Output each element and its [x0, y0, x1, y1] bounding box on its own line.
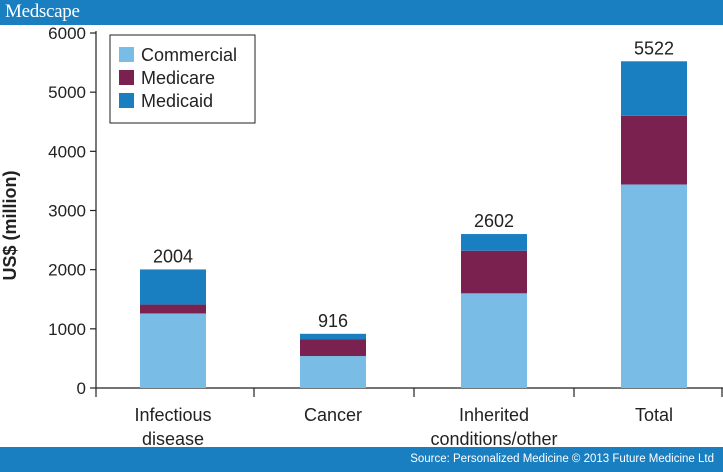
legend-swatch-commercial	[119, 47, 134, 62]
y-tick-label: 5000	[48, 83, 86, 102]
y-tick-label: 3000	[48, 202, 86, 221]
header-bar: Medscape	[0, 0, 723, 25]
bar-segment-medicare	[140, 304, 206, 314]
chart-panel: 0 1000 2000 3000 4000 5000 6000 US$ (million) 2…	[0, 24, 723, 449]
legend-label-medicare: Medicare	[141, 68, 215, 88]
legend-label-commercial: Commercial	[141, 45, 237, 65]
y-tick-label: 2000	[48, 261, 86, 280]
brand-logo: Medscape	[5, 1, 80, 22]
x-category-label: Infectious	[134, 405, 211, 425]
bar-segment-medicare	[621, 115, 687, 185]
legend-swatch-medicare	[119, 70, 134, 85]
bar-segment-commercial	[621, 184, 687, 388]
bar-segment-medicaid	[140, 269, 206, 305]
bar-segment-medicaid	[621, 61, 687, 116]
bar-segment-commercial	[461, 293, 527, 388]
y-tick-label: 4000	[48, 142, 86, 161]
legend-box	[109, 34, 256, 124]
bar-total-label: 2004	[153, 246, 193, 266]
bar-segment-medicare	[300, 339, 366, 357]
footer-bar: Source: Personalized Medicine © 2013 Fut…	[0, 447, 723, 472]
y-tick-label: 1000	[48, 320, 86, 339]
x-category-label: disease	[142, 429, 204, 447]
labels: 2004 916 2602 5522 Infectious disease Cancer In…	[134, 38, 674, 449]
bar-segment-medicare	[461, 250, 527, 294]
bar-total-label: 2602	[474, 211, 514, 231]
legend: Commercial Medicare Medicaid	[109, 34, 256, 124]
x-category-label: Inherited	[459, 405, 529, 425]
bar-segment-commercial	[300, 356, 366, 388]
axes: 0 1000 2000 3000 4000 5000 6000 US$ (million)	[0, 24, 723, 398]
bar-segment-medicaid	[300, 333, 366, 340]
y-tick-label: 0	[77, 379, 86, 398]
stacked-bar-chart: 0 1000 2000 3000 4000 5000 6000 US$ (million) 2…	[0, 24, 723, 449]
source-credit: Source: Personalized Medicine © 2013 Fut…	[410, 453, 714, 465]
y-tick-label: 6000	[48, 25, 86, 43]
y-axis-title: US$ (million)	[0, 170, 20, 280]
bar-segment-medicaid	[461, 234, 527, 251]
x-category-label: conditions/other	[430, 429, 557, 447]
legend-label-medicaid: Medicaid	[141, 91, 213, 111]
bar-total-label: 916	[318, 311, 348, 331]
x-category-label: Cancer	[304, 405, 362, 425]
x-category-label: Total	[635, 405, 673, 425]
bars	[140, 61, 687, 388]
bar-total-label: 5522	[634, 38, 674, 58]
legend-swatch-medicaid	[119, 93, 134, 108]
bar-segment-commercial	[140, 313, 206, 388]
